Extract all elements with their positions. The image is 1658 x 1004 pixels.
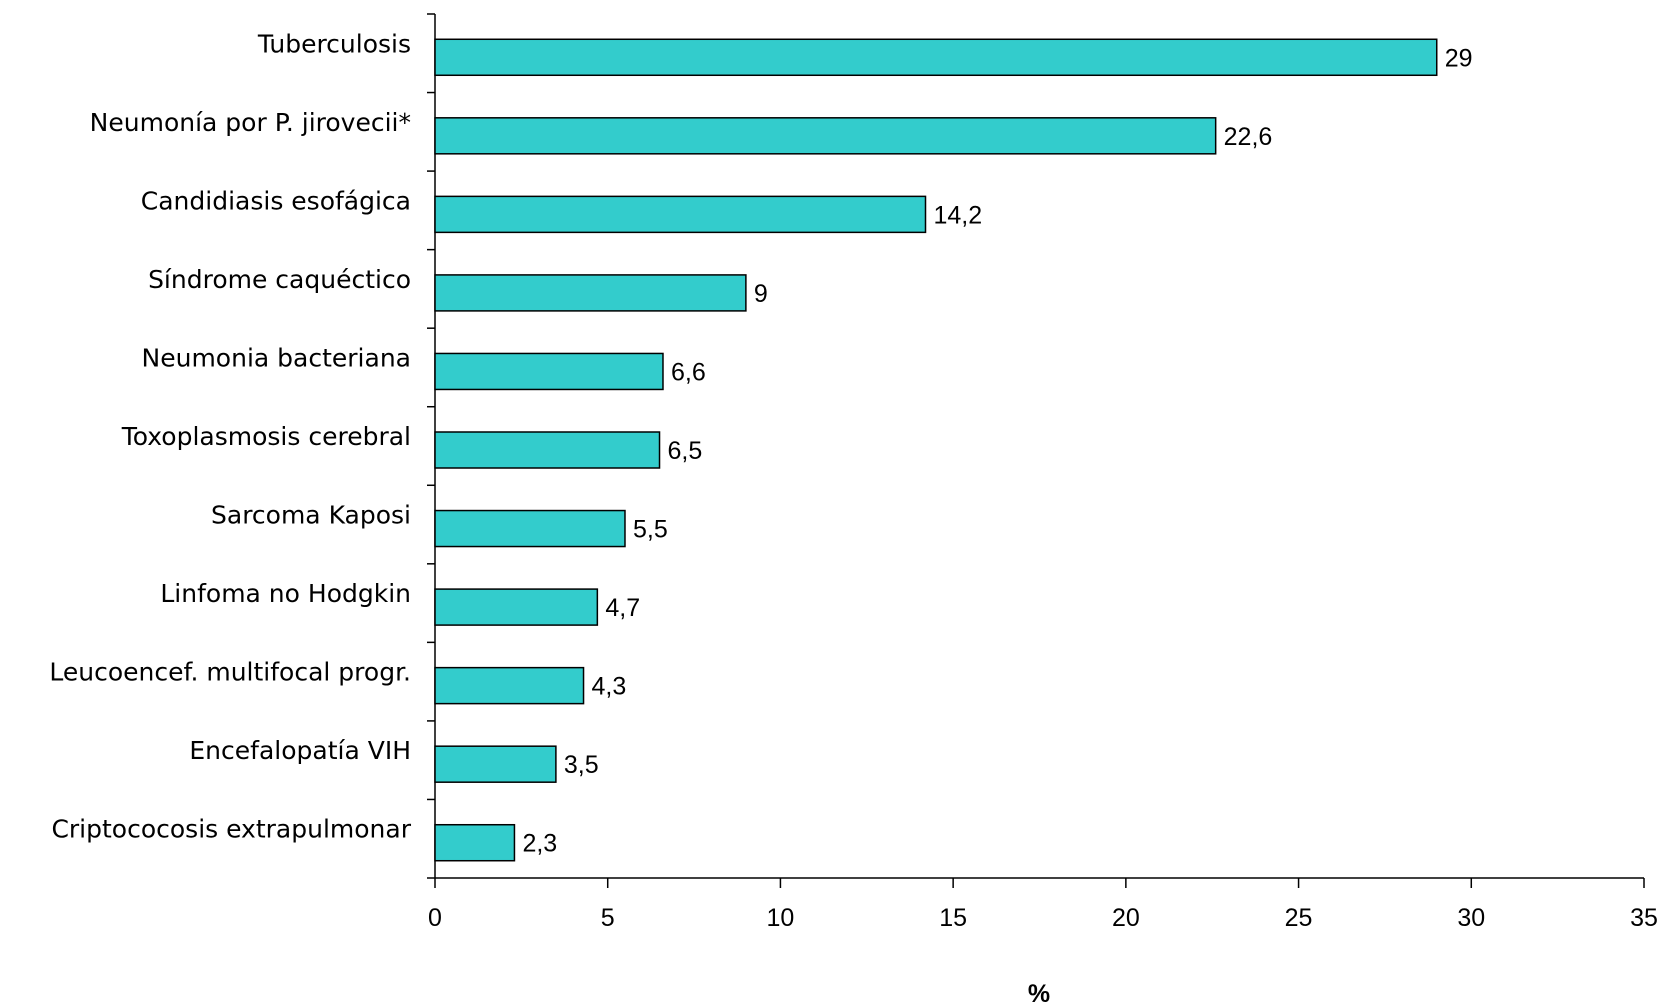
bar (434, 117, 1217, 155)
data-label: 4,7 (605, 594, 640, 622)
category-label: Neumonía por P. jirovecii* (90, 108, 411, 137)
data-label: 6,5 (668, 437, 703, 465)
chart-bars (434, 38, 1438, 862)
category-label: Toxoplasmosis cerebral (121, 422, 411, 451)
x-tick-label: 25 (1285, 904, 1313, 932)
x-tick-label: 0 (428, 904, 442, 932)
x-tick-label: 15 (939, 904, 967, 932)
bar (434, 823, 516, 862)
category-label: Leucoencef. multifocal progr. (49, 658, 411, 687)
data-label: 3,5 (564, 751, 599, 779)
x-tick-label: 35 (1630, 904, 1658, 932)
bar (434, 431, 661, 469)
category-label: Criptococosis extrapulmonar (51, 815, 411, 844)
x-tick-label: 20 (1112, 904, 1140, 932)
bar (434, 509, 626, 548)
category-label: Encefalopatía VIH (189, 736, 411, 765)
data-label: 4,3 (592, 673, 627, 701)
category-label: Candidiasis esofágica (141, 186, 411, 215)
data-label: 5,5 (633, 516, 668, 544)
data-label: 6,6 (671, 358, 706, 386)
chart-labels: Tuberculosis 29 Neumonía por P. jirovecii*… (49, 29, 1472, 857)
x-tick-label: 5 (601, 904, 615, 932)
bar (434, 745, 557, 783)
x-tick-label: 30 (1457, 904, 1485, 932)
data-label: 22,6 (1224, 123, 1273, 151)
data-label: 29 (1445, 44, 1473, 72)
bar (434, 588, 599, 626)
category-label: Síndrome caquéctico (148, 265, 411, 294)
bar (434, 352, 664, 391)
x-axis-title: % (1028, 980, 1050, 1004)
bar (434, 666, 585, 705)
chart-axes: 0 5 10 15 20 25 30 35 (427, 13, 1658, 932)
data-label: 14,2 (934, 201, 983, 229)
bar (434, 274, 747, 312)
data-label: 9 (754, 280, 768, 308)
category-label: Linfoma no Hodgkin (160, 579, 411, 608)
category-label: Tuberculosis (257, 29, 411, 58)
category-label: Sarcoma Kaposi (211, 501, 411, 530)
category-label: Neumonia bacteriana (142, 343, 411, 372)
bar (434, 195, 927, 234)
data-label: 2,3 (522, 830, 557, 858)
bar (434, 38, 1438, 77)
x-tick-label: 10 (767, 904, 795, 932)
